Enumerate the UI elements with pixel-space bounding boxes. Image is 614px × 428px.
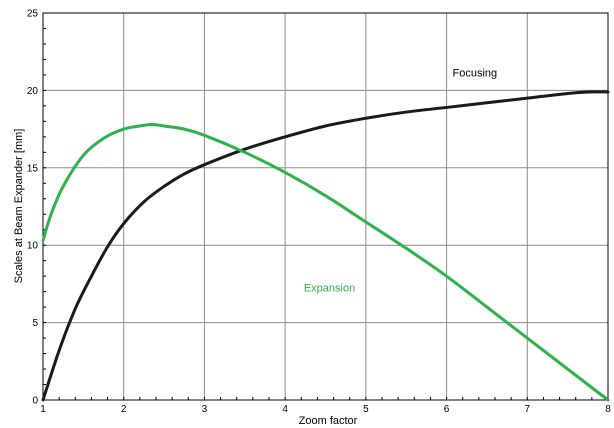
y-tick-labels: 0 5 10 15 20 25 — [27, 9, 39, 407]
annotation-expansion: Expansion — [304, 283, 355, 295]
x-tick-labels: 1 2 3 4 5 6 7 8 — [40, 404, 611, 415]
grid — [43, 13, 608, 400]
y-tick-label: 10 — [27, 241, 39, 252]
x-tick-label: 8 — [605, 404, 611, 415]
y-tick-label: 0 — [32, 396, 38, 407]
x-tick-label: 3 — [202, 404, 208, 415]
series-line-expansion — [41, 122, 610, 402]
annotation-focusing: Focusing — [453, 67, 498, 79]
x-tick-label: 7 — [525, 404, 531, 415]
x-tick-label: 4 — [282, 404, 288, 415]
series — [41, 90, 610, 402]
x-axis-title: Zoom factor — [299, 415, 358, 427]
x-tick-label: 6 — [444, 404, 450, 415]
x-tick-label: 5 — [363, 404, 369, 415]
annotations: Focusing Expansion — [304, 67, 497, 294]
y-tick-label: 5 — [32, 318, 38, 329]
x-tick-label: 2 — [121, 404, 127, 415]
series-line-focusing — [41, 90, 610, 402]
x-tick-label: 1 — [40, 404, 46, 415]
y-tick-label: 15 — [27, 163, 39, 174]
plot-border — [42, 12, 609, 401]
plot-frame — [42, 12, 609, 401]
y-axis-title: Scales at Beam Expander [mm] — [13, 129, 25, 284]
y-tick-label: 25 — [27, 9, 39, 20]
y-tick-label: 20 — [27, 86, 39, 97]
